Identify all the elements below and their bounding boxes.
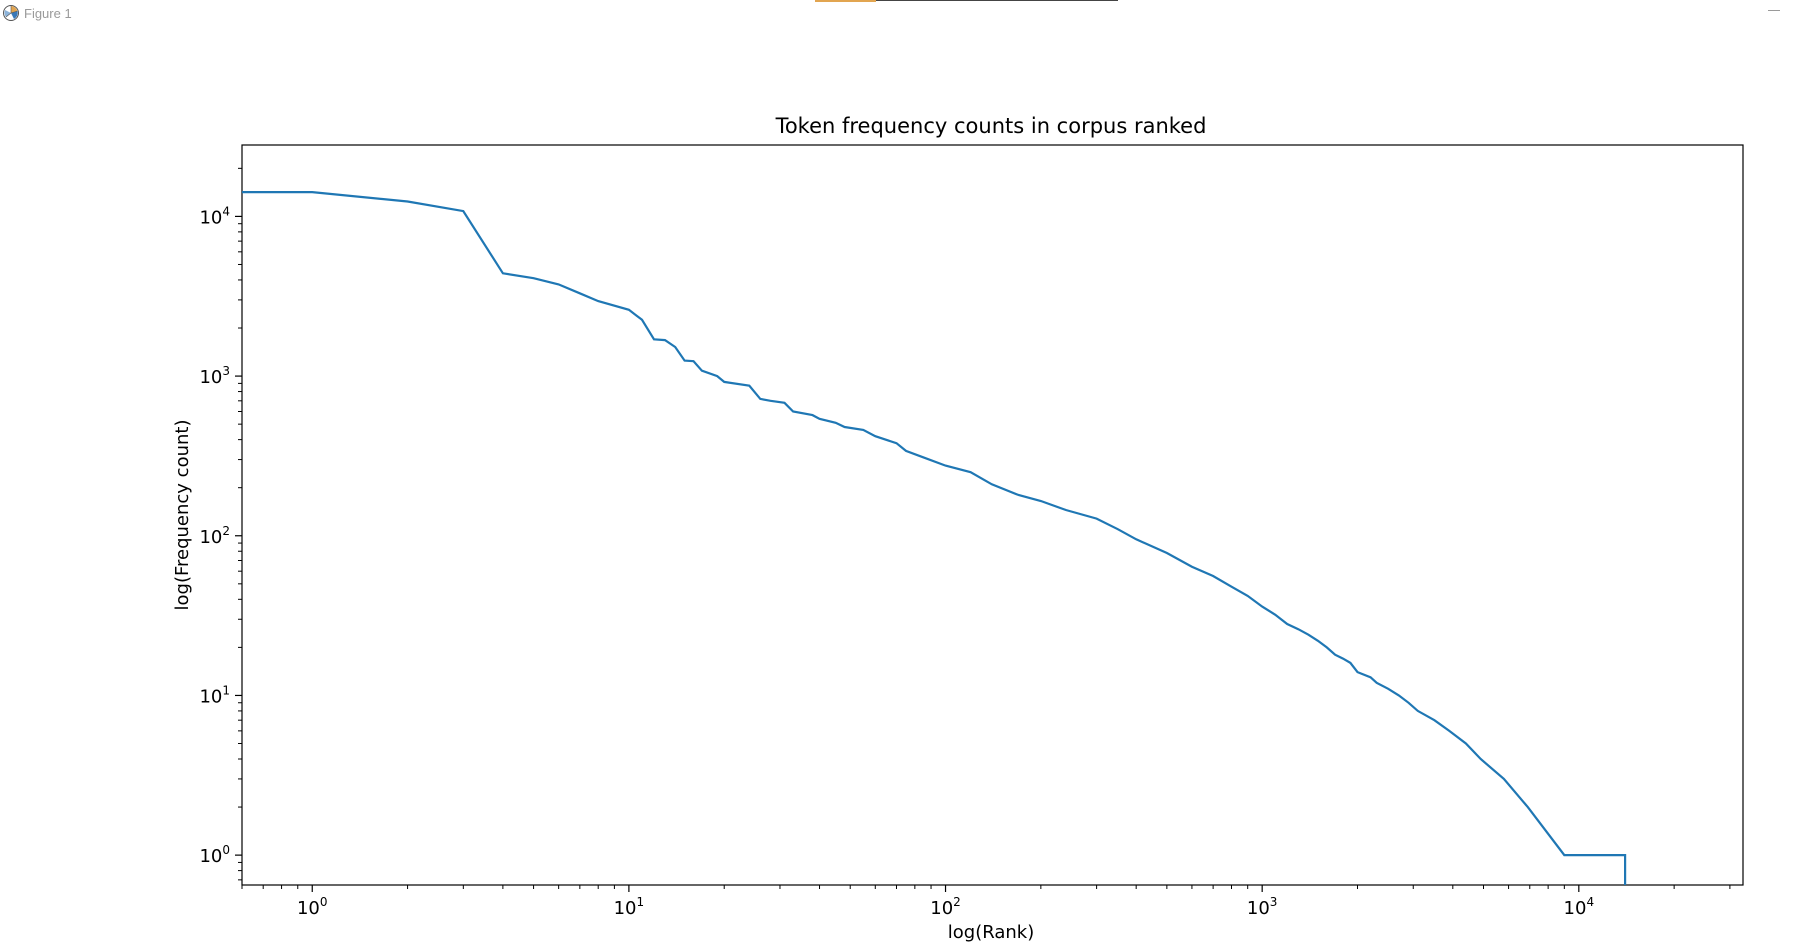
x-tick-label: 103 bbox=[1247, 895, 1278, 919]
chart-title: Token frequency counts in corpus ranked bbox=[775, 114, 1207, 138]
y-tick-label: 100 bbox=[199, 843, 230, 867]
minimize-button[interactable] bbox=[1762, 0, 1788, 22]
x-axis-label: log(Rank) bbox=[948, 922, 1034, 943]
y-tick-label: 101 bbox=[199, 683, 230, 707]
y-tick-label: 103 bbox=[199, 364, 230, 388]
plot-frame bbox=[241, 144, 1744, 886]
series-line bbox=[242, 191, 1627, 885]
x-tick-label: 104 bbox=[1564, 895, 1595, 919]
y-axis: 100 101 102 103 104 bbox=[199, 167, 242, 881]
taskbar-dark-strip bbox=[876, 0, 1118, 1]
x-tick-label: 102 bbox=[930, 895, 961, 919]
taskbar-accent-strip bbox=[815, 0, 876, 2]
window-titlebar: Figure 1 bbox=[0, 0, 1793, 28]
x-tick-label: 100 bbox=[297, 895, 328, 919]
x-tick-label: 101 bbox=[614, 895, 645, 919]
matplotlib-figure-icon bbox=[3, 5, 19, 21]
y-tick-label: 102 bbox=[199, 524, 230, 548]
window-title: Figure 1 bbox=[24, 6, 72, 21]
x-axis: 100 101 102 103 104 bbox=[241, 885, 1731, 919]
y-axis-label: log(Frequency count) bbox=[172, 420, 193, 611]
y-tick-label: 104 bbox=[199, 204, 230, 228]
